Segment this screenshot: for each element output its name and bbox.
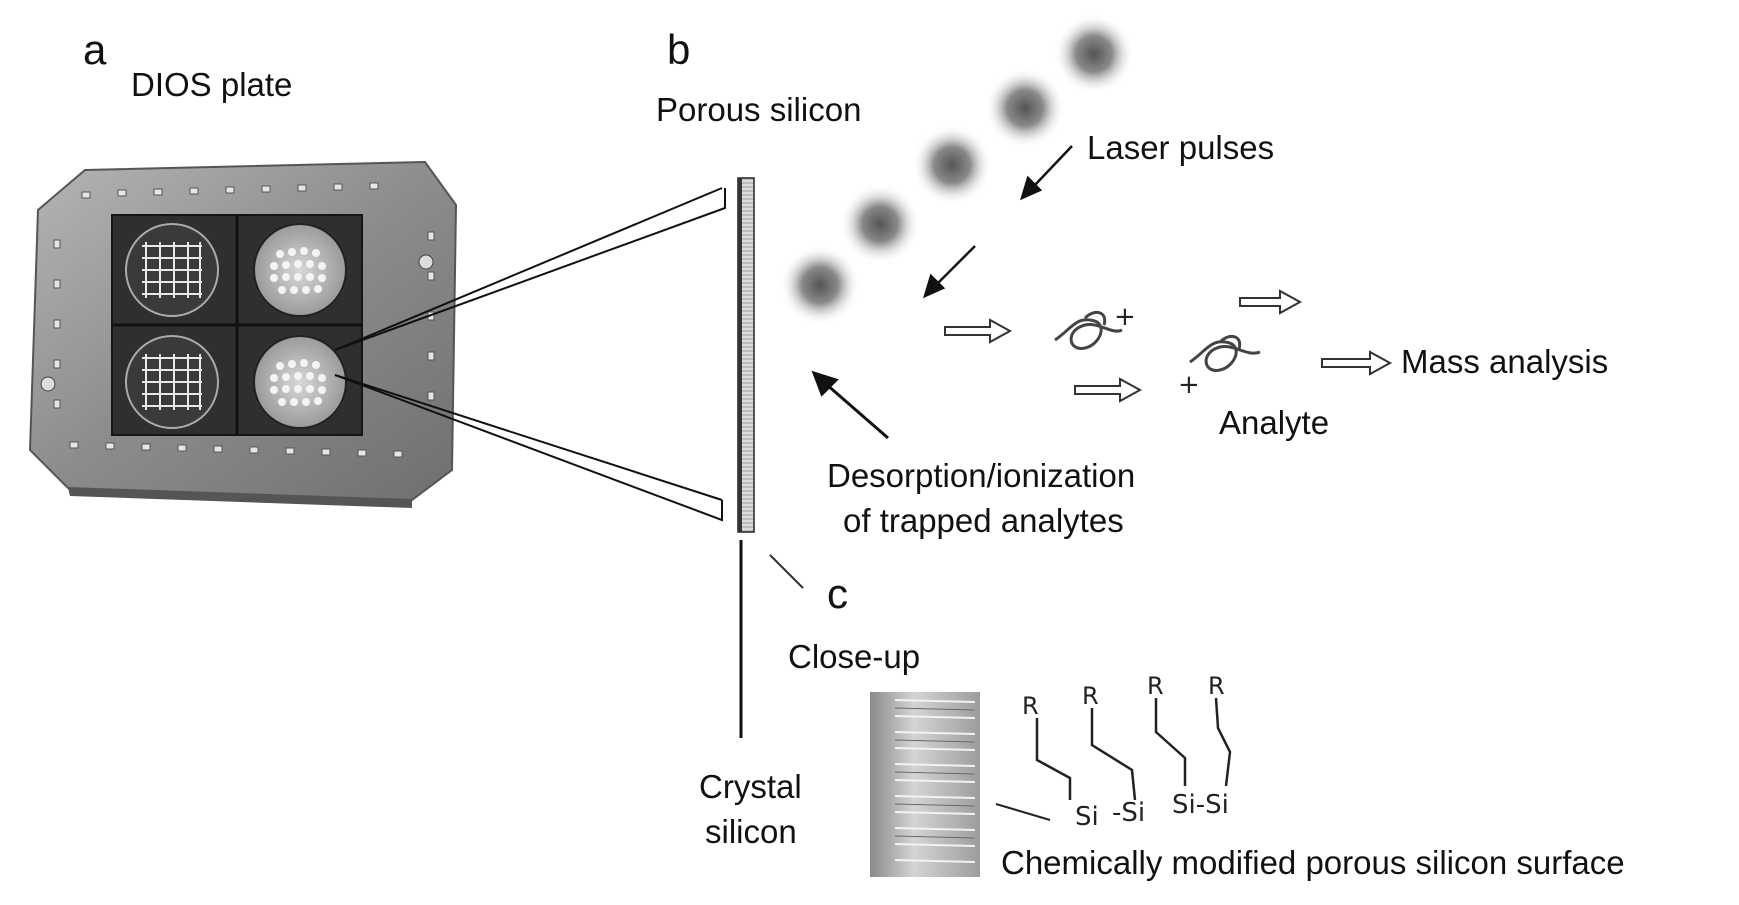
porous-silicon-wafer (737, 177, 755, 533)
ion-plus-1: + (1114, 302, 1136, 332)
laser-pulse-arrows (923, 145, 1073, 299)
crystal-silicon-label-line1: Crystal (699, 768, 802, 805)
ion-plus-2: + (1178, 370, 1200, 400)
analyte-molecules (1054, 310, 1261, 372)
chemical-chains (1035, 697, 1232, 801)
r-group-3: R (1147, 672, 1164, 700)
zoom-lines (334, 187, 726, 522)
panel-a-label: a (83, 26, 107, 73)
laser-spots (780, 14, 1134, 325)
r-group-1: R (1022, 692, 1039, 720)
panel-c-label: c (827, 570, 848, 617)
desorption-arrow (811, 370, 889, 440)
dios-plate-label: DIOS plate (131, 66, 293, 103)
desorption-label-line1: Desorption/ionization (827, 457, 1136, 494)
close-up-leader (769, 554, 804, 589)
flow-arrows (944, 289, 1393, 403)
dios-plate (28, 160, 458, 508)
crystal-silicon-label-line2: silicon (705, 813, 797, 850)
surface-label: Chemically modified porous silicon surfa… (1001, 844, 1625, 881)
si-atom-3: Si-Si (1172, 790, 1229, 820)
close-up-image (870, 692, 980, 877)
laser-pulses-label: Laser pulses (1087, 129, 1275, 166)
mass-analysis-label: Mass analysis (1401, 343, 1609, 380)
analyte-label: Analyte (1219, 404, 1330, 441)
si-atom-1: Si (1075, 802, 1099, 832)
si-atom-2: -Si (1112, 798, 1146, 828)
panel-b-label: b (667, 26, 691, 73)
desorption-label-line2: of trapped analytes (843, 502, 1124, 539)
surface-leader (995, 803, 1051, 821)
close-up-label: Close-up (788, 638, 921, 675)
r-group-4: R (1208, 672, 1225, 700)
r-group-2: R (1082, 682, 1099, 710)
porous-silicon-label: Porous silicon (656, 91, 862, 128)
